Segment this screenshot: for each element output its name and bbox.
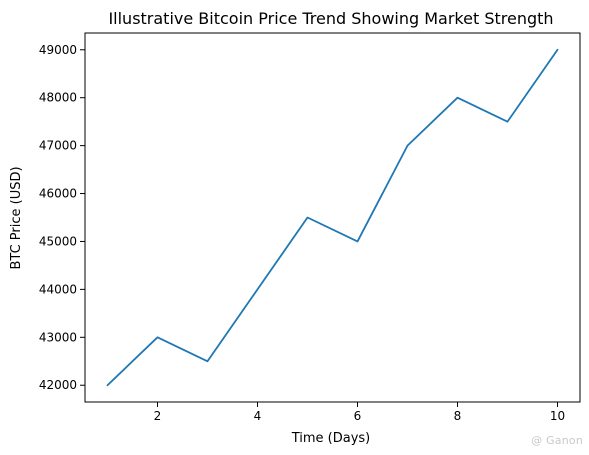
x-tick-label: 2: [154, 409, 162, 423]
data-point: [157, 337, 159, 339]
data-point: [207, 360, 209, 362]
y-tick-label: 48000: [39, 91, 77, 105]
chart-title: Illustrative Bitcoin Price Trend Showing…: [108, 9, 553, 28]
x-axis: 2 4 6 8 10: [154, 402, 565, 423]
series-layer: [106, 48, 559, 387]
x-tick-label: 10: [550, 409, 565, 423]
x-tick-label: 4: [254, 409, 262, 423]
y-tick-label: 43000: [39, 330, 77, 344]
y-tick-label: 44000: [39, 282, 77, 296]
y-axis: 42000 43000 44000 45000 46000 47000 48000 49000: [39, 43, 85, 392]
data-point: [107, 384, 109, 386]
data-point: [457, 97, 459, 99]
plot-area: [84, 32, 581, 403]
data-point: [257, 289, 259, 291]
watermark-text: @ Ganon: [531, 434, 583, 447]
y-tick-label: 49000: [39, 43, 77, 57]
x-tick-label: 6: [354, 409, 362, 423]
y-tick-label: 46000: [39, 187, 77, 201]
y-tick-label: 45000: [39, 234, 77, 248]
data-series-line: [106, 48, 559, 387]
data-point: [507, 121, 509, 123]
plot-frame: [84, 32, 581, 403]
x-tick-label: 8: [454, 409, 462, 423]
data-point: [357, 241, 359, 243]
y-tick-label: 42000: [39, 378, 77, 392]
y-axis-label: BTC Price (USD): [9, 166, 24, 269]
data-point: [557, 49, 559, 51]
data-point: [407, 145, 409, 147]
y-tick-label: 47000: [39, 139, 77, 153]
x-axis-label: Time (Days): [291, 431, 371, 446]
data-point: [307, 217, 309, 219]
